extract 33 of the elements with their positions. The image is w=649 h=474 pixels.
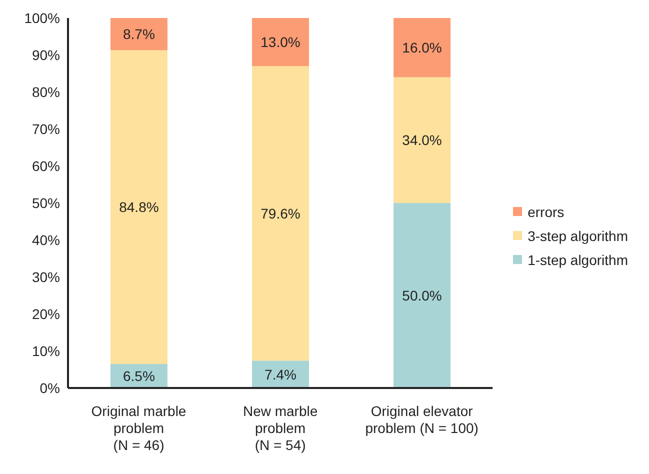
x-tick-label: Original elevator problem (N = 100) [365,403,478,436]
y-tick-label: 60% [32,158,60,174]
y-tick-label: 30% [32,268,60,285]
y-tick-label: 50% [32,194,60,211]
bar [110,50,168,364]
data-label: 79.6% [260,205,300,222]
data-label: 8.7% [123,26,155,42]
y-tick-label: 40% [32,232,60,248]
y-tick-label: 70% [32,120,60,137]
y-tick-label: 0% [40,380,60,396]
y-tick-label: 10% [32,342,60,359]
x-tick-label: New marble problem (N = 54) [242,403,318,453]
legend-label: 3-step algorithm [528,228,628,244]
bar [252,66,309,361]
legend-label: errors [528,204,564,220]
bar [394,203,451,388]
bar [252,18,309,66]
bar [110,18,168,50]
data-label: 7.4% [264,366,296,382]
data-label: 13.0% [260,34,300,50]
bar [394,77,451,203]
y-tick-label: 90% [32,46,60,63]
data-label: 34.0% [402,132,442,148]
data-label: 50.0% [402,288,442,304]
data-label: 84.8% [119,199,159,216]
y-tick-label: 100% [24,10,60,26]
x-tick-label: Original marble problem (N = 46) [91,403,186,453]
data-label: 16.0% [402,40,442,56]
y-tick-label: 80% [32,84,60,100]
legend-label: 1-step algorithm [528,252,628,268]
data-label: 6.5% [123,368,155,384]
bar [394,18,451,78]
y-tick-label: 20% [32,306,60,322]
